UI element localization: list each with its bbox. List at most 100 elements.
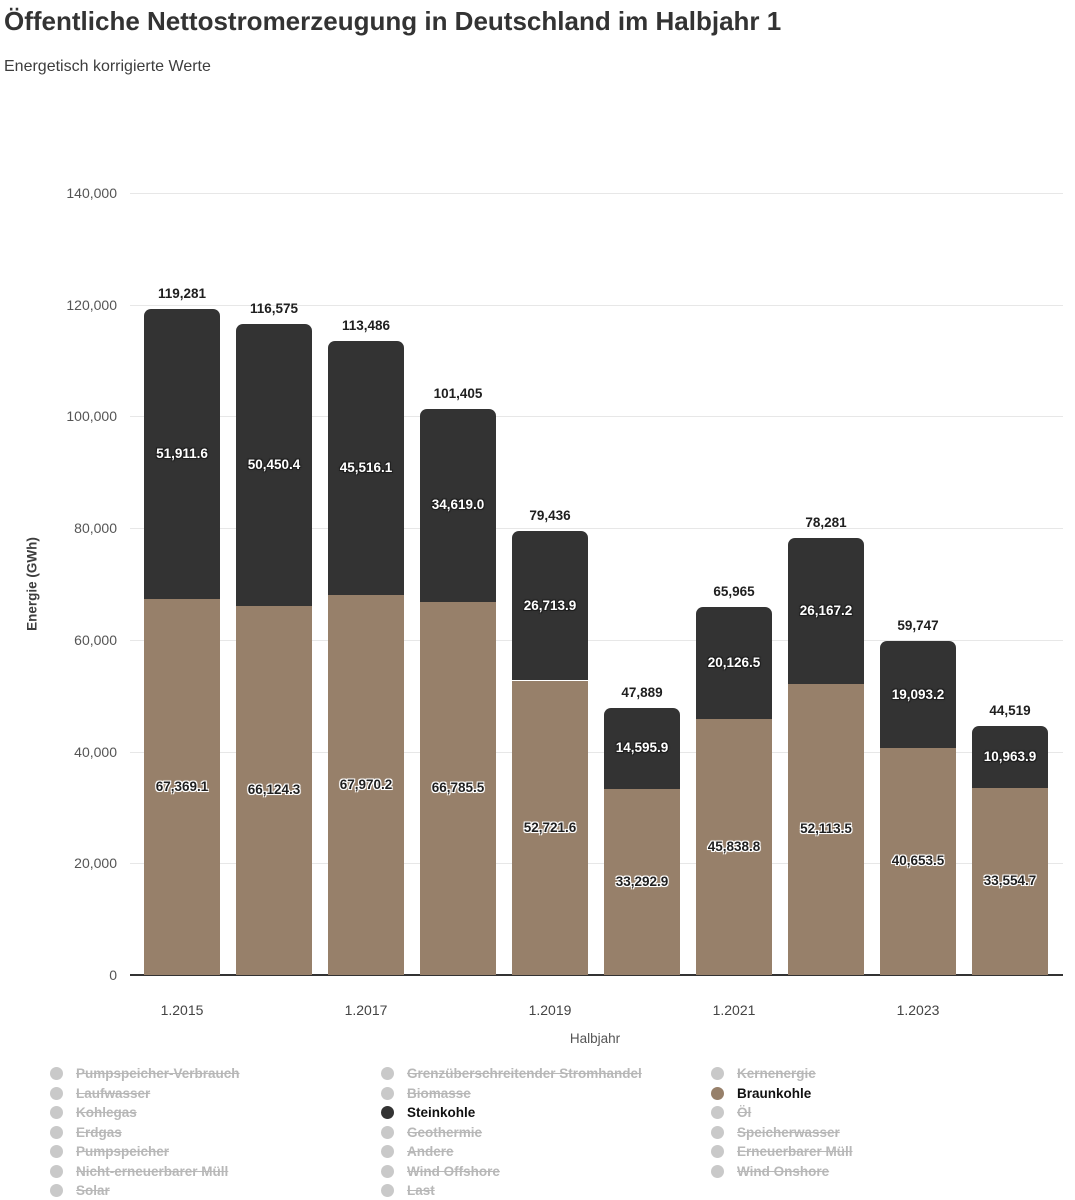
legend-item-solar[interactable]: Solar xyxy=(50,1181,240,1200)
x-axis-title: Halbjahr xyxy=(569,1031,621,1046)
bar-value-label: 52,113.5 xyxy=(800,821,852,837)
legend-item-andere[interactable]: Andere xyxy=(381,1142,642,1162)
bar-segment-braunkohle-1.2024[interactable] xyxy=(972,787,1048,975)
bar-segment-steinkohle-1.2022[interactable] xyxy=(788,537,864,684)
x-tick-label: 1.2017 xyxy=(344,1002,388,1018)
legend-item-label: Geothermie xyxy=(407,1124,483,1140)
bar-segment-braunkohle-1.2019[interactable] xyxy=(512,680,588,975)
legend-dot-icon xyxy=(50,1164,63,1178)
y-tick-label: 0 xyxy=(109,967,117,983)
bar-segment-braunkohle-1.2017[interactable] xyxy=(328,595,404,975)
legend-item-wind-onshore[interactable]: Wind Onshore xyxy=(711,1162,853,1182)
bar-segment-braunkohle-1.2020[interactable] xyxy=(604,789,680,975)
bar-value-label: 51,911.6 xyxy=(156,445,208,461)
legend-item-öl[interactable]: Öl xyxy=(711,1103,853,1123)
legend-dot-icon xyxy=(50,1067,63,1081)
bar-segment-braunkohle-1.2016[interactable] xyxy=(236,605,312,975)
legend-item-nicht-erneuerbarer-müll[interactable]: Nicht-erneuerbarer Müll xyxy=(50,1162,240,1182)
y-tick-label: 140,000 xyxy=(66,185,117,201)
legend-item-kernenergie[interactable]: Kernenergie xyxy=(711,1064,853,1084)
legend-item-label: Speicherwasser xyxy=(737,1124,840,1140)
bar-segment-steinkohle-1.2015[interactable] xyxy=(144,308,220,599)
bar-segment-steinkohle-1.2023[interactable] xyxy=(880,641,956,748)
bar-segment-steinkohle-1.2018[interactable] xyxy=(420,408,496,602)
legend-column-3: Kernenergie Braunkohle Öl Speicherwasser Ern… xyxy=(711,1064,853,1181)
gridline xyxy=(130,193,1063,194)
legend-item-label: Braunkohle xyxy=(737,1085,812,1101)
chart-subtitle: Energetisch korrigierte Werte xyxy=(4,58,211,75)
bar-segment-braunkohle-1.2022[interactable] xyxy=(788,683,864,975)
legend-item-speicherwasser[interactable]: Speicherwasser xyxy=(711,1123,853,1143)
y-axis-title: Energie (GWh) xyxy=(24,537,40,631)
legend-item-geothermie[interactable]: Geothermie xyxy=(381,1123,642,1143)
bar-value-label: 34,619.0 xyxy=(431,497,485,513)
bar-total-label: 101,405 xyxy=(433,385,483,401)
legend-item-label: Biomasse xyxy=(407,1085,471,1101)
legend-dot-icon xyxy=(50,1106,63,1120)
legend-item-label: Wind Onshore xyxy=(737,1163,830,1179)
y-tick-label: 20,000 xyxy=(74,855,117,872)
legend-dot-icon xyxy=(381,1106,394,1120)
bar-total-label: 79,436 xyxy=(529,508,571,524)
bar-value-label: 66,785.5 xyxy=(431,780,485,796)
bar-segment-steinkohle-1.2016[interactable] xyxy=(236,323,312,606)
gridline xyxy=(130,863,1063,865)
legend-item-wind-offshore[interactable]: Wind Offshore xyxy=(381,1162,642,1182)
x-axis-line xyxy=(130,974,1063,976)
legend-dot-icon xyxy=(381,1164,394,1178)
bar-value-label: 40,653.5 xyxy=(891,853,945,869)
legend-item-erdgas[interactable]: Erdgas xyxy=(50,1123,240,1143)
bar-value-label: 45,516.1 xyxy=(339,460,393,476)
x-tick-label: 1.2023 xyxy=(896,1002,940,1018)
bar-segment-steinkohle-1.2021[interactable] xyxy=(696,606,772,719)
bar-value-label: 50,450.4 xyxy=(247,456,301,472)
bar-segment-steinkohle-1.2020[interactable] xyxy=(604,707,680,790)
gridline xyxy=(130,304,1063,306)
legend-item-label: Wind Offshore xyxy=(407,1163,500,1179)
bar-segment-steinkohle-1.2017[interactable] xyxy=(328,341,404,596)
legend-item-label: Pumpspeicher xyxy=(76,1144,170,1160)
legend-item-pumpspeicher-verbrauch[interactable]: Pumpspeicher-Verbrauch xyxy=(50,1064,240,1084)
bar-total-label: 119,281 xyxy=(157,285,207,301)
y-tick-label: 120,000 xyxy=(66,296,117,313)
gridline xyxy=(130,751,1063,753)
legend-item-laufwasser[interactable]: Laufwasser xyxy=(50,1084,240,1104)
legend-item-label: Grenzüberschreitender Stromhandel xyxy=(407,1066,642,1082)
bar-value-label: 67,970.2 xyxy=(339,777,393,793)
bar-segment-steinkohle-1.2019[interactable] xyxy=(512,531,588,681)
bar-segment-steinkohle-1.2024[interactable] xyxy=(972,726,1048,788)
bar-segment-braunkohle-1.2023[interactable] xyxy=(880,747,956,975)
bar-value-label: 20,126.5 xyxy=(707,654,761,670)
bar-total-label: 113,486 xyxy=(341,318,391,334)
legend-item-braunkohle[interactable]: Braunkohle xyxy=(711,1084,853,1104)
bar-segment-braunkohle-1.2018[interactable] xyxy=(420,601,496,975)
legend-dot-icon xyxy=(381,1067,394,1081)
legend-dot-icon xyxy=(50,1086,63,1100)
bar-total-label: 44,519 xyxy=(989,703,1031,719)
legend-item-label: Nicht-erneuerbarer Müll xyxy=(76,1163,229,1179)
legend-dot-icon xyxy=(711,1086,724,1100)
legend-item-label: Kernenergie xyxy=(737,1066,816,1082)
legend-item-steinkohle[interactable]: Steinkohle xyxy=(381,1103,642,1123)
legend-item-grenzüberschreitender-stromhandel[interactable]: Grenzüberschreitender Stromhandel xyxy=(381,1064,642,1084)
legend-item-biomasse[interactable]: Biomasse xyxy=(381,1084,642,1104)
legend-item-erneuerbarer-müll[interactable]: Erneuerbarer Müll xyxy=(711,1142,853,1162)
legend-dot-icon xyxy=(381,1125,394,1139)
x-tick-label: 1.2019 xyxy=(528,1002,572,1018)
legend-dot-icon xyxy=(50,1145,63,1159)
bar-total-label: 116,575 xyxy=(249,300,299,316)
bar-segment-braunkohle-1.2015[interactable] xyxy=(144,598,220,975)
bar-value-label: 52,721.6 xyxy=(523,819,577,835)
legend-dot-icon xyxy=(381,1145,394,1159)
legend-item-last[interactable]: Last xyxy=(381,1181,642,1200)
bar-total-label: 47,889 xyxy=(621,684,663,700)
legend-dot-icon xyxy=(711,1106,724,1120)
legend-item-label: Laufwasser xyxy=(76,1085,151,1101)
legend-item-kohlegas[interactable]: Kohlegas xyxy=(50,1103,240,1123)
y-tick-label: 80,000 xyxy=(74,520,117,537)
legend-item-pumpspeicher[interactable]: Pumpspeicher xyxy=(50,1142,240,1162)
bar-value-label: 14,595.9 xyxy=(615,740,669,756)
bar-value-label: 10,963.9 xyxy=(983,748,1037,764)
bar-segment-braunkohle-1.2021[interactable] xyxy=(696,718,772,975)
